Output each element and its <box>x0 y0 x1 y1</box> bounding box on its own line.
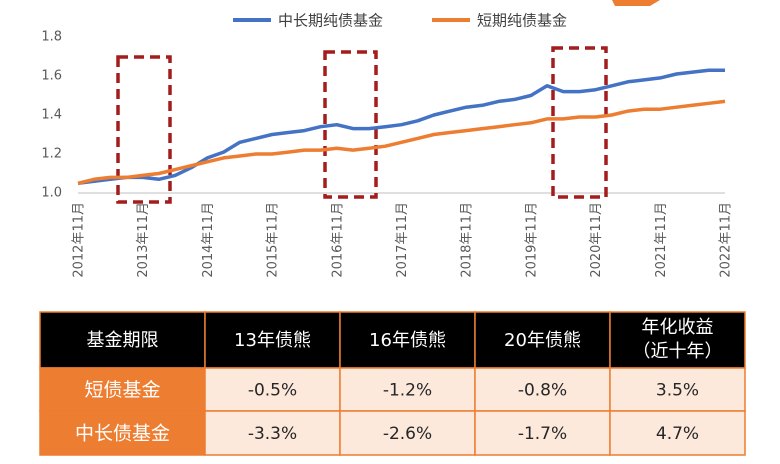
header-text: 基金期限 <box>87 330 159 351</box>
x-tick-label: 2016年11月 <box>330 202 345 278</box>
x-tick-label: 2013年11月 <box>136 202 151 278</box>
highlight-boxes <box>116 46 608 204</box>
y-tick-label: 1.8 <box>41 30 62 45</box>
row-header-cell <box>39 410 206 456</box>
row-header-text: 短债基金 <box>84 379 160 401</box>
header-text: 13年债熊 <box>234 330 311 351</box>
table-cell <box>609 367 746 412</box>
row-header-cell <box>39 367 206 412</box>
table-cell <box>474 410 611 456</box>
highlight-box <box>116 55 172 204</box>
x-tick-label: 2020年11月 <box>589 202 604 278</box>
x-tick-label: 2021年11月 <box>654 202 669 278</box>
y-tick-label: 1.6 <box>41 69 62 84</box>
cell-text: -0.8% <box>518 381 567 401</box>
x-tick-label: 2019年11月 <box>524 202 539 278</box>
legend-label: 中长期纯债基金 <box>278 12 383 30</box>
series-line <box>77 99 726 185</box>
legend-label: 短期纯债基金 <box>477 12 567 30</box>
cell-text: -1.7% <box>518 424 567 444</box>
table-cell <box>339 410 476 456</box>
y-tick-label: 1.2 <box>41 147 62 162</box>
table-cell <box>609 410 746 456</box>
x-tick-label: 2018年11月 <box>460 202 475 278</box>
series-line <box>77 68 725 186</box>
table-cell <box>474 367 611 412</box>
x-tick-label: 2017年11月 <box>395 202 410 278</box>
cell-text: -2.6% <box>383 424 432 444</box>
table-cell <box>204 410 341 456</box>
header-text: 20年债熊 <box>504 330 581 351</box>
y-tick-label: 1.4 <box>41 108 62 123</box>
decoration <box>612 0 660 6</box>
highlight-box <box>551 46 608 199</box>
header-text: 年化收益 <box>642 317 714 338</box>
header-cell <box>474 311 611 369</box>
cell-text: -0.5% <box>248 381 297 401</box>
header-text: 16年债熊 <box>369 330 446 351</box>
x-tick-label: 2015年11月 <box>266 202 281 278</box>
x-tick-label: 2012年11月 <box>72 202 87 278</box>
highlight-box <box>323 50 378 199</box>
header-cell <box>609 311 746 369</box>
cell-text: -3.3% <box>248 424 297 444</box>
header-text: （近十年） <box>633 341 723 362</box>
header-cell <box>339 311 476 369</box>
x-tick-label: 2014年11月 <box>201 202 216 278</box>
cell-text: 3.5% <box>656 381 699 401</box>
header-cell <box>39 311 206 369</box>
x-tick-label: 2022年11月 <box>719 202 734 278</box>
cell-text: -1.2% <box>383 381 432 401</box>
cell-text: 4.7% <box>656 424 699 444</box>
row-header-text: 中长债基金 <box>75 423 170 445</box>
y-tick-label: 1.0 <box>41 186 62 201</box>
